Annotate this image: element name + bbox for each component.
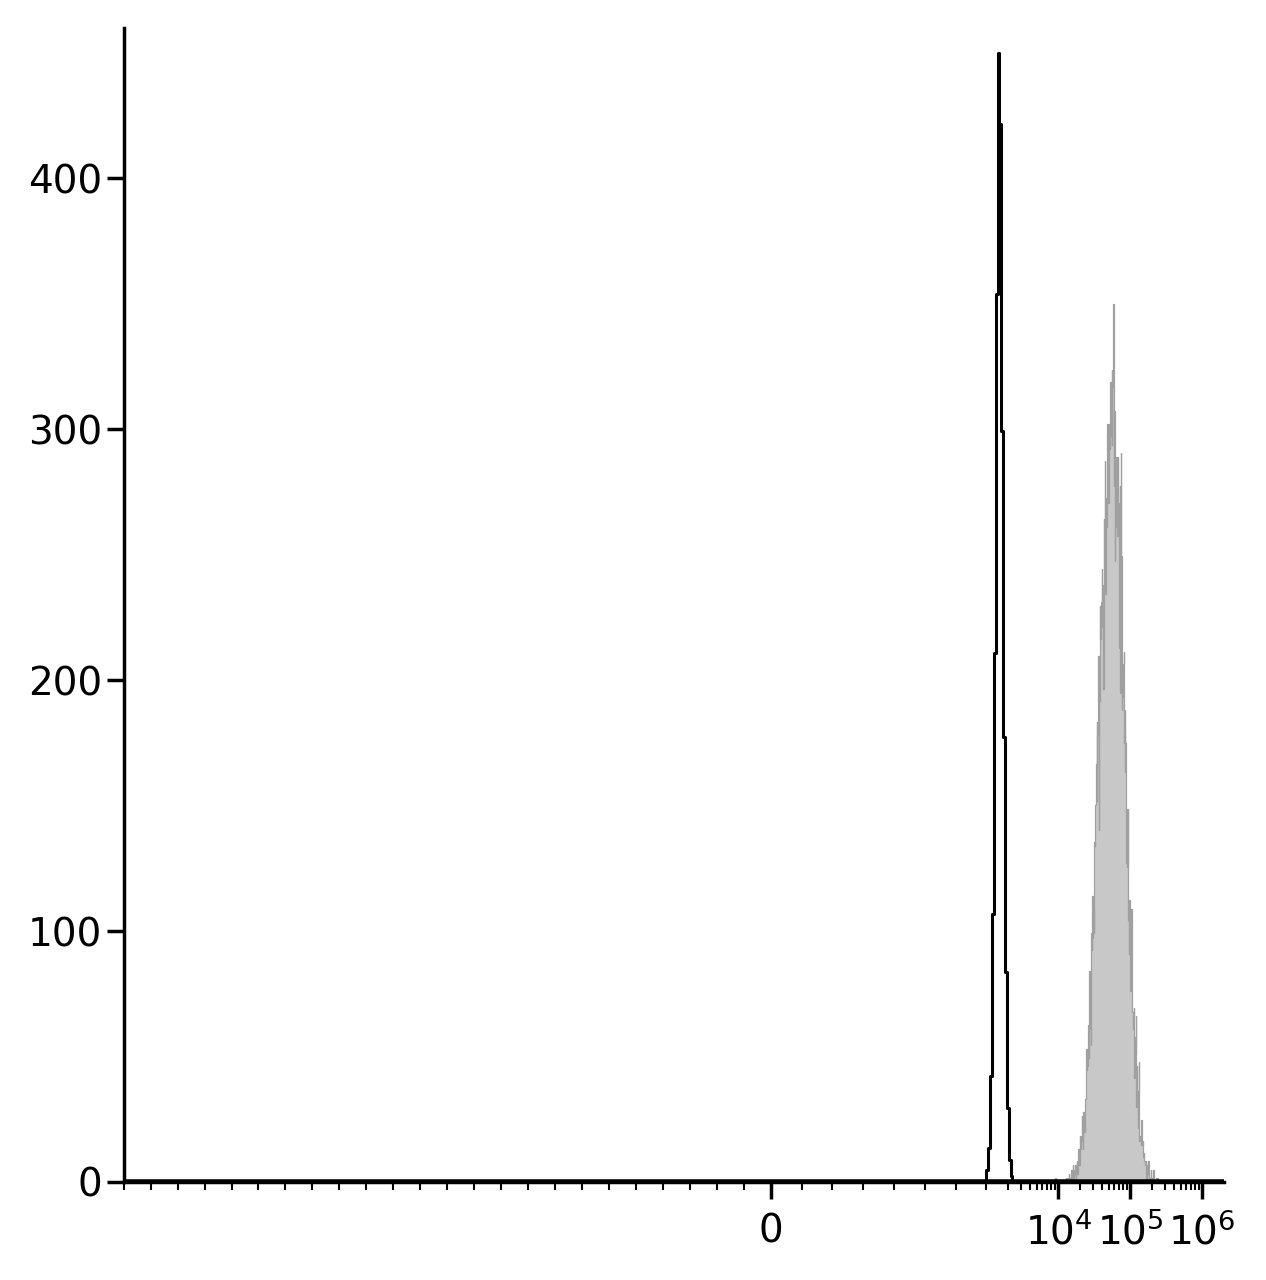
Polygon shape (1008, 303, 1200, 1181)
